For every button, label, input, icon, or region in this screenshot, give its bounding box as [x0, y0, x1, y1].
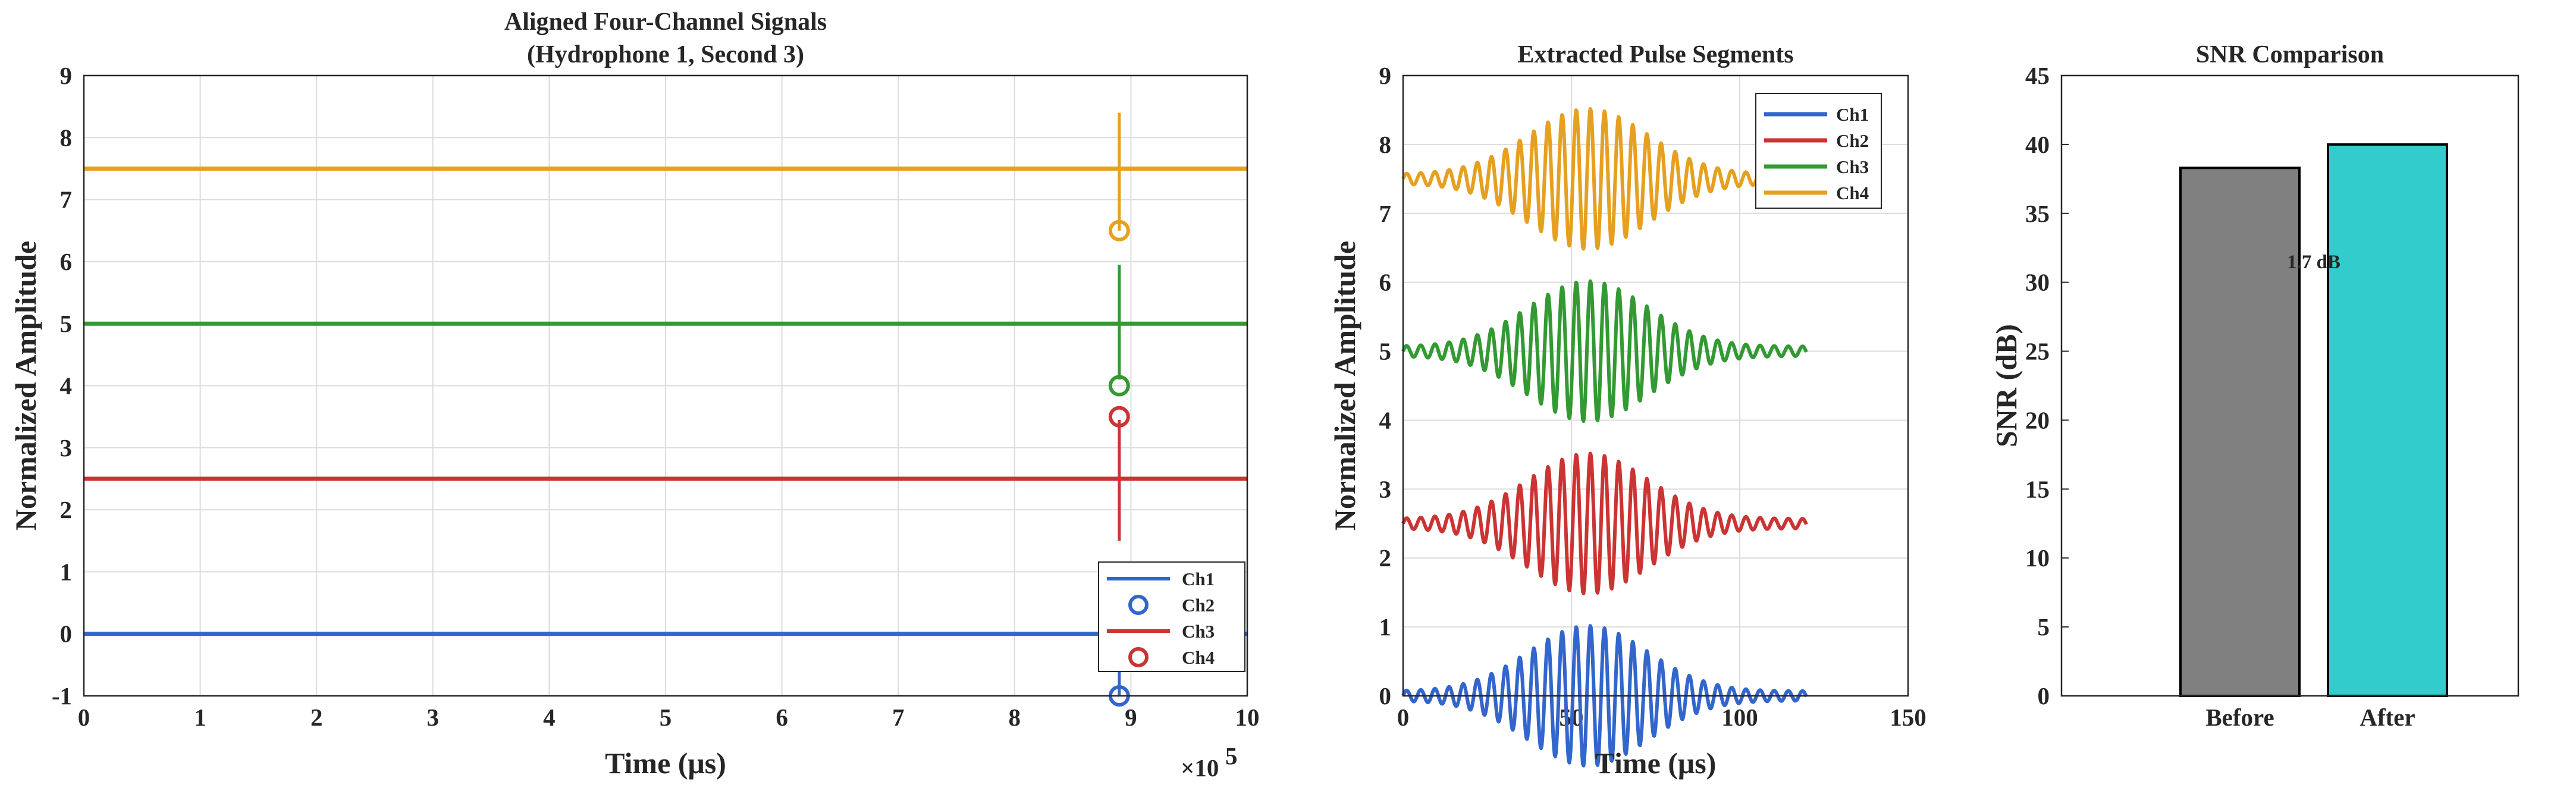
legend-label-ch1: Ch1 — [1836, 104, 1869, 125]
y-tick-label: 40 — [2025, 131, 2050, 158]
chart-subtitle: (Hydrophone 1, Second 3) — [527, 41, 804, 68]
chart-title: Extracted Pulse Segments — [1517, 41, 1793, 68]
x-tick-label: Before — [2205, 704, 2274, 731]
x-tick-label: 2 — [310, 704, 323, 731]
y-tick-label: -1 — [52, 682, 72, 710]
y-tick-label: 6 — [60, 248, 73, 275]
bar-after — [2327, 143, 2448, 697]
peak-marker-ch2 — [1108, 406, 1130, 428]
x-exponent-power: 5 — [1225, 742, 1238, 770]
plot-frame — [83, 74, 1248, 697]
y-tick-label: 0 — [1379, 682, 1392, 710]
y-tick-label: 5 — [60, 310, 73, 337]
x-tick-label: 10 — [1235, 704, 1260, 731]
x-tick-label: 0 — [1397, 704, 1410, 731]
y-tick-label: 2 — [60, 496, 73, 523]
pulse-line-ch3 — [1401, 279, 1808, 423]
y-tick-label: 8 — [1379, 131, 1392, 158]
y-axis-label: Normalized Amplitude — [1328, 241, 1361, 531]
peak-marker-ch4 — [1108, 219, 1130, 241]
y-tick-label: 4 — [60, 372, 73, 400]
y-tick-label: 4 — [1379, 406, 1392, 434]
y-tick-label: 45 — [2025, 62, 2050, 89]
y-tick-label: 30 — [2025, 269, 2050, 296]
x-tick-label: 3 — [427, 704, 440, 731]
x-axis-label: Time (μs) — [1595, 746, 1717, 780]
y-tick-label: 15 — [2025, 475, 2050, 503]
y-tick-label: 6 — [1379, 269, 1392, 296]
peak-marker-ch3 — [1108, 375, 1130, 397]
snr-comparison-panel: 0 5 10 15 20 25 30 35 40 45 Before After 1.7 dB SNR C… — [1990, 41, 2519, 731]
x-tick-label: 9 — [1125, 704, 1137, 731]
y-tick-label: 25 — [2025, 338, 2050, 365]
y-tick-label: 10 — [2025, 544, 2050, 572]
x-exponent-label: ×10 — [1181, 754, 1219, 782]
pulse-line-ch2 — [1401, 451, 1808, 595]
x-tick-label: 0 — [78, 704, 90, 731]
x-axis-label: Time (μs) — [605, 746, 726, 780]
legend-label-ch3: Ch3 — [1182, 621, 1215, 642]
x-tick-label: 4 — [543, 704, 556, 731]
legend-label-ch3: Ch3 — [1836, 156, 1869, 177]
legend-swatch-ch2 — [1128, 595, 1149, 615]
x-tick-label: 1 — [194, 704, 206, 731]
y-tick-label: 1 — [60, 558, 73, 585]
y-tick-label: 0 — [2038, 682, 2050, 710]
x-tick-label: 8 — [1009, 704, 1021, 731]
x-tick-label: 150 — [1890, 704, 1926, 731]
legend-label-ch4: Ch4 — [1836, 183, 1869, 203]
chart-title: SNR Comparison — [2196, 41, 2384, 68]
x-tick-label: 100 — [1721, 704, 1758, 731]
chart-title: Aligned Four-Channel Signals — [504, 8, 827, 36]
legend-label-ch4: Ch4 — [1182, 647, 1215, 668]
y-tick-label: 7 — [1379, 200, 1392, 227]
x-tick-label: 5 — [660, 704, 672, 731]
y-tick-label: 5 — [2038, 613, 2050, 641]
x-tick-label: After — [2359, 704, 2415, 731]
y-tick-label: 0 — [60, 620, 73, 648]
x-tick-label: 7 — [892, 704, 905, 731]
y-tick-label: 35 — [2025, 200, 2050, 227]
y-tick-label: 3 — [1379, 475, 1392, 503]
x-tick-label: 6 — [776, 704, 788, 731]
legend-label-ch2: Ch2 — [1182, 595, 1215, 616]
y-tick-label: 3 — [60, 434, 73, 462]
y-axis-label: SNR (dB) — [1990, 324, 2023, 447]
y-tick-label: 5 — [1379, 338, 1392, 365]
snr-gain-annotation: 1.7 dB — [2287, 252, 2340, 273]
legend-label-ch2: Ch2 — [1836, 130, 1869, 151]
legend-label-ch1: Ch1 — [1182, 569, 1215, 589]
y-tick-label: 9 — [60, 62, 73, 89]
plot-frame — [1402, 74, 1909, 697]
legend-swatch-ch4 — [1128, 647, 1149, 667]
y-tick-label: 1 — [1379, 613, 1392, 641]
y-tick-label: 7 — [60, 186, 73, 214]
y-tick-label: 2 — [1379, 544, 1392, 572]
pulse-line-ch4 — [1401, 107, 1808, 251]
y-tick-label: 9 — [1379, 62, 1392, 89]
pulse-line-ch1 — [1401, 624, 1808, 768]
plot-frame — [2060, 74, 2519, 697]
y-tick-label: 8 — [60, 124, 73, 151]
bar-before — [2179, 167, 2301, 697]
y-tick-label: 20 — [2025, 406, 2050, 434]
y-axis-label: Normalized Amplitude — [9, 241, 42, 531]
